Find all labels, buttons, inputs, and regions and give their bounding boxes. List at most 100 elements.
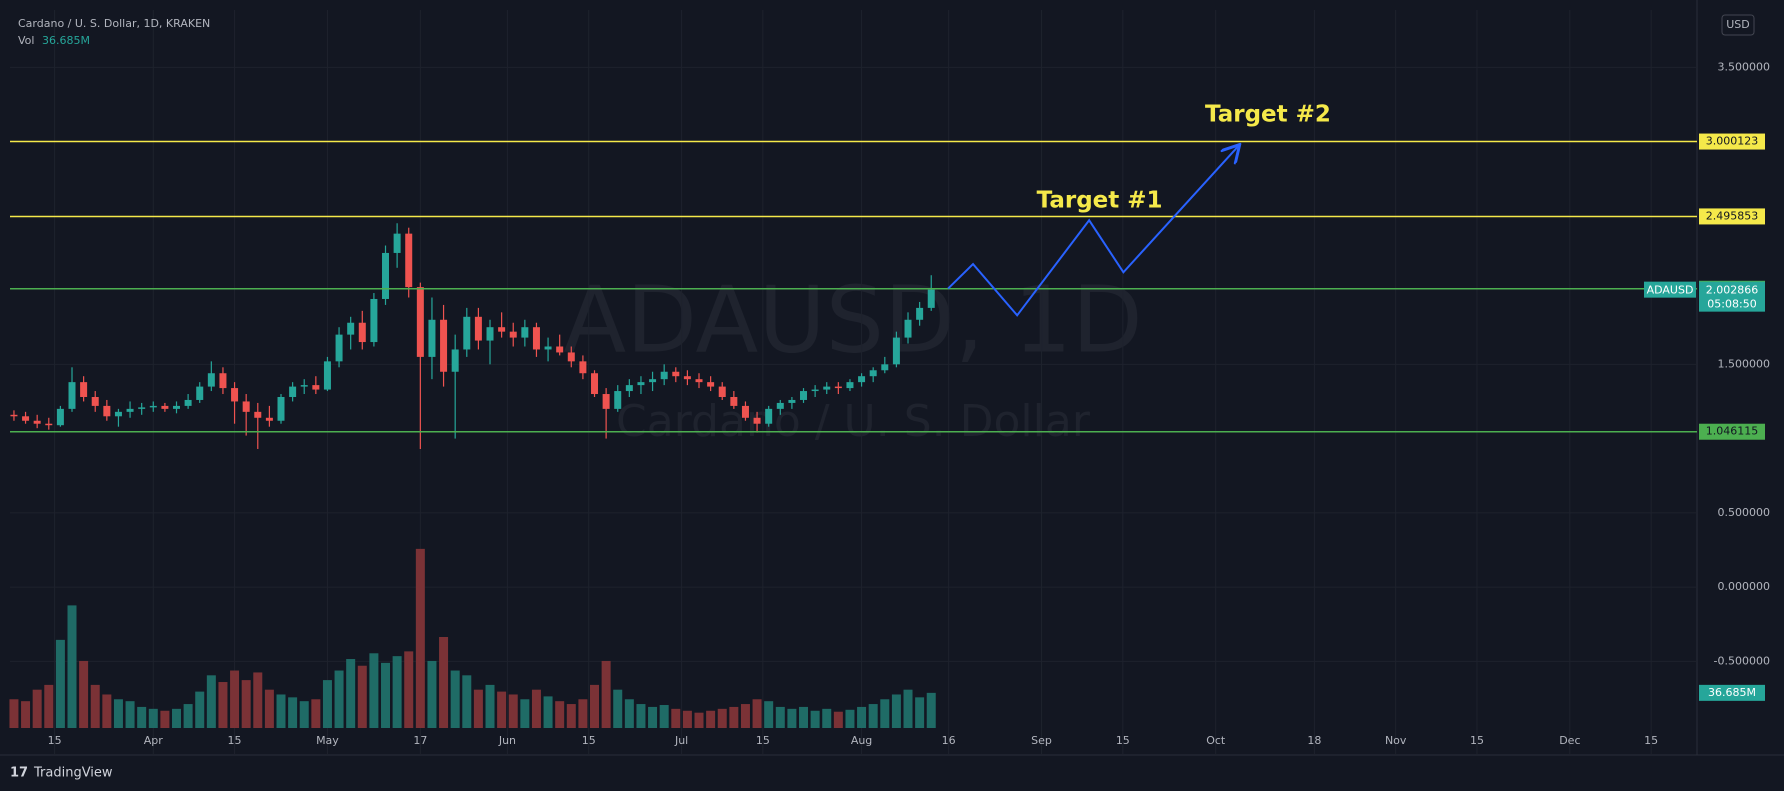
candle-body	[312, 385, 320, 390]
volume-bar	[102, 694, 112, 728]
currency[interactable]: USD	[1726, 18, 1750, 31]
volume-bar	[427, 660, 437, 728]
volume-bar	[32, 689, 42, 728]
candle-body	[126, 408, 134, 412]
level-label-box	[1699, 423, 1765, 440]
volume-bar	[926, 692, 936, 728]
x-tick-label: 17	[413, 734, 427, 747]
volume-title: Vol	[18, 34, 34, 47]
candle-body	[103, 405, 111, 417]
volume-bar	[729, 706, 739, 728]
volume-bar	[253, 672, 263, 728]
volume-bar	[137, 706, 147, 728]
volume-bar	[833, 711, 843, 728]
volume-bar	[659, 705, 669, 728]
ticker-label: ADAUSD	[1647, 284, 1694, 297]
candle-body	[161, 405, 169, 409]
x-tick-label: 18	[1307, 734, 1321, 747]
candle-body	[486, 327, 494, 341]
y-tick-label: 3.500000	[1718, 60, 1771, 73]
candle-body	[788, 399, 796, 403]
level-label-box	[1699, 133, 1765, 150]
volume-bar	[450, 670, 460, 728]
volume-bar	[90, 684, 100, 728]
candle-body	[300, 385, 308, 387]
volume-bar	[148, 708, 158, 728]
candle-body	[416, 287, 424, 357]
level-label-box	[1699, 208, 1765, 225]
candle-body	[347, 322, 355, 335]
candle-body	[916, 307, 924, 320]
candle-body	[335, 334, 343, 362]
volume-bar	[264, 689, 274, 728]
volume-bar	[381, 662, 391, 728]
candle-body	[544, 346, 552, 350]
candle-body	[242, 401, 250, 412]
candle-body	[463, 316, 471, 350]
watermark-subtitle: Cardano / U. S. Dollar	[616, 396, 1091, 447]
level-label: 2.495853	[1706, 209, 1759, 222]
candle-body	[56, 408, 64, 426]
candle-body	[207, 373, 215, 387]
currency-box[interactable]	[1721, 14, 1755, 36]
candle-body	[602, 394, 610, 409]
volume-bar	[334, 670, 344, 728]
x-tick-label: 15	[1116, 734, 1130, 747]
chart-title: Cardano / U. S. Dollar, 1D, KRAKEN	[18, 17, 210, 30]
projection-path	[947, 146, 1238, 317]
y-tick-label: 0.000000	[1718, 580, 1771, 593]
volume-bar	[706, 710, 716, 728]
candle-body	[532, 327, 540, 350]
volume-bar	[9, 699, 19, 728]
candle-body	[138, 407, 146, 409]
last-price-box	[1699, 281, 1765, 312]
y-tick-label: 0.500000	[1718, 506, 1771, 519]
x-tick-label: May	[316, 734, 339, 747]
volume-bar	[915, 697, 925, 728]
volume-bar	[648, 706, 658, 728]
candle-body	[823, 386, 831, 390]
x-tick-label: 16	[942, 734, 956, 747]
candle-body	[892, 337, 900, 365]
volume-bar	[787, 708, 797, 728]
volume-bar	[195, 691, 205, 728]
candle-body	[265, 417, 273, 421]
volume-bar	[880, 699, 890, 728]
candle-body	[776, 402, 784, 409]
candle-body	[730, 396, 738, 406]
x-tick-label: Sep	[1031, 734, 1052, 747]
candle-body	[149, 405, 157, 408]
volume-bar	[322, 680, 332, 728]
candle-body	[509, 331, 517, 338]
volume-bar	[694, 712, 704, 728]
y-tick-label: 1.500000	[1718, 357, 1771, 370]
volume-bar	[288, 697, 298, 728]
candle-body	[289, 386, 297, 397]
volume-bar	[682, 710, 692, 728]
volume-bar	[21, 701, 31, 728]
x-tick-label: Dec	[1559, 734, 1580, 747]
level-label: 3.000123	[1706, 135, 1759, 148]
volume-bar	[555, 701, 565, 728]
candle-body	[114, 411, 122, 417]
candle-body	[196, 386, 204, 400]
candle-body	[579, 361, 587, 374]
x-tick-label: Jun	[498, 734, 516, 747]
candle-body	[869, 370, 877, 377]
candle-body	[393, 233, 401, 253]
candle-body	[277, 396, 285, 421]
x-tick-label: Oct	[1206, 734, 1226, 747]
volume-bar	[311, 699, 321, 728]
volume-bar	[624, 699, 634, 728]
volume-bar	[241, 680, 251, 728]
candle-body	[649, 379, 657, 383]
volume-bar	[67, 605, 77, 728]
volume-bar	[79, 660, 89, 728]
volume-bar	[601, 660, 611, 728]
candle-body	[765, 408, 773, 424]
volume-value: 36.685M	[42, 34, 90, 47]
volume-bar	[636, 704, 646, 728]
countdown: 05:08:50	[1707, 298, 1756, 311]
